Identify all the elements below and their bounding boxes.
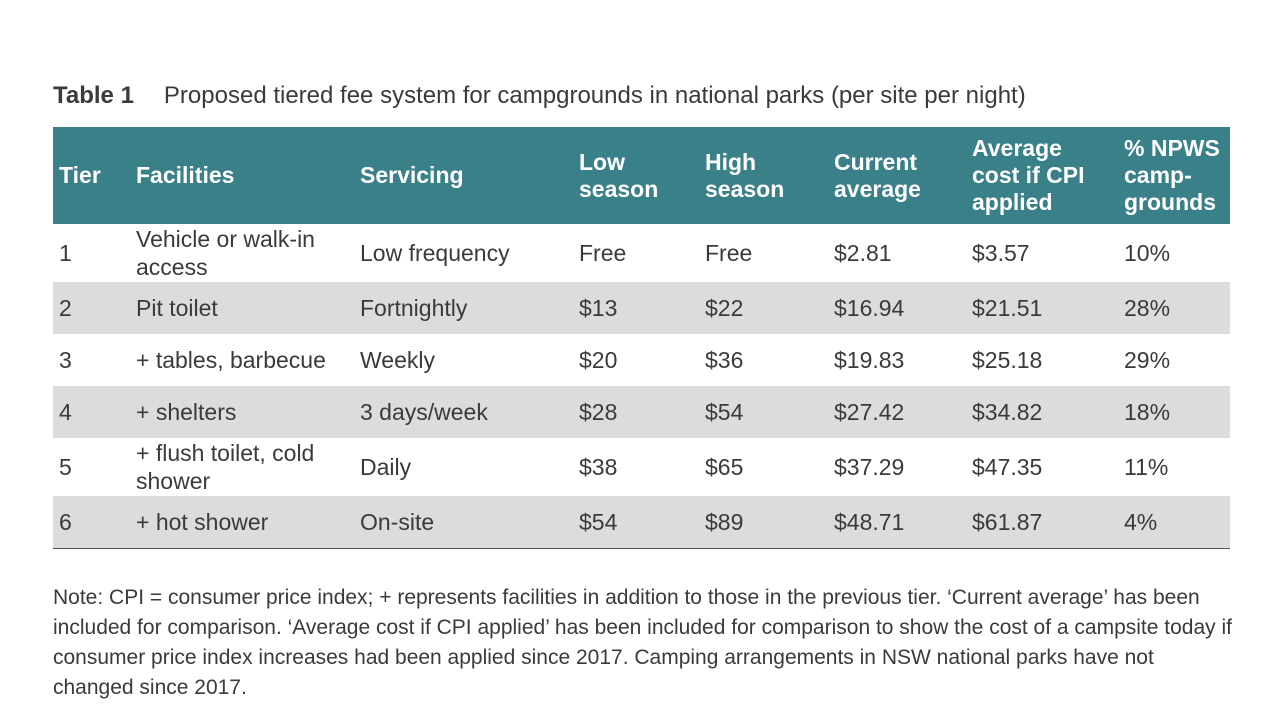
cell-facilities: + tables, barbecue [136, 347, 326, 373]
header-servicing: Servicing [354, 127, 573, 224]
cell-high-season: Free [705, 240, 753, 266]
cell-percent-npws: 18% [1118, 386, 1230, 438]
table-row: 2 Pit toilet Fortnightly $13 $22 $16.94 … [53, 282, 1230, 334]
cell-facilities: Vehicle or walk-in access [136, 226, 315, 280]
cell-high-season: $65 [705, 454, 744, 480]
cell-percent-npws: 28% [1118, 282, 1230, 334]
cell-percent-npws: 11% [1124, 454, 1169, 480]
table-title: Proposed tiered fee system for campgroun… [163, 82, 1026, 109]
cell-low-season: $13 [573, 282, 699, 334]
cell-low-season: $38 [579, 454, 618, 480]
table-note: Note: CPI = consumer price index; + repr… [53, 586, 1232, 699]
cell-percent-npws: 10% [1124, 240, 1171, 266]
cell-current-average: $27.42 [828, 386, 966, 438]
cell-tier: 6 [53, 496, 130, 549]
header-facilities: Facilities [130, 127, 354, 224]
table-row: 4 + shelters 3 days/week $28 $54 $27.42 … [53, 386, 1230, 438]
header-tier: Tier [53, 127, 130, 224]
cell-low-season: Free [579, 240, 627, 266]
cell-current-average: $16.94 [828, 282, 966, 334]
cell-facilities: Pit toilet [130, 282, 354, 334]
fee-table: Tier Facilities Servicing Low season Hig… [53, 127, 1230, 549]
cell-current-average: $2.81 [834, 240, 892, 266]
cell-high-season: $22 [699, 282, 828, 334]
cell-facilities: + flush toilet, cold shower [136, 440, 315, 494]
cell-average-cost-cpi: $47.35 [972, 454, 1043, 480]
cell-facilities: + hot shower [130, 496, 354, 549]
cell-average-cost-cpi: $21.51 [966, 282, 1118, 334]
cell-percent-npws: 29% [1124, 347, 1171, 373]
cell-average-cost-cpi: $61.87 [966, 496, 1118, 549]
cell-high-season: $54 [699, 386, 828, 438]
cell-tier: 4 [53, 386, 130, 438]
header-row: Tier Facilities Servicing Low season Hig… [53, 127, 1230, 224]
cell-high-season: $36 [705, 347, 744, 373]
cell-tier: 5 [59, 454, 72, 480]
cell-servicing: 3 days/week [354, 386, 573, 438]
cell-tier: 3 [59, 347, 72, 373]
cell-low-season: $20 [579, 347, 618, 373]
table-row: 5 + flush toilet, cold shower Daily $38 … [53, 438, 1230, 496]
cell-low-season: $28 [573, 386, 699, 438]
header-current-average: Current average [828, 127, 966, 224]
table-row: 6 + hot shower On-site $54 $89 $48.71 $6… [53, 496, 1230, 549]
cell-current-average: $48.71 [828, 496, 966, 549]
cell-average-cost-cpi: $25.18 [972, 347, 1043, 373]
cell-low-season: $54 [573, 496, 699, 549]
header-low-season: Low season [573, 127, 699, 224]
header-high-season: High season [699, 127, 828, 224]
table-row: 1 Vehicle or walk-in access Low frequenc… [53, 224, 1230, 282]
cell-servicing: On-site [354, 496, 573, 549]
header-average-cost-cpi: Average cost if CPI applied [966, 127, 1118, 224]
cell-current-average: $19.83 [834, 347, 905, 373]
cell-tier: 2 [53, 282, 130, 334]
cell-tier: 1 [59, 240, 72, 266]
header-percent-npws: % NPWS camp-grounds [1118, 127, 1230, 224]
table-row: 3 + tables, barbecue Weekly $20 $36 $19.… [53, 334, 1230, 386]
table-label: Table 1 [53, 82, 134, 109]
cell-servicing: Low frequency [360, 240, 510, 266]
cell-servicing: Weekly [360, 347, 435, 373]
cell-current-average: $37.29 [834, 454, 905, 480]
cell-servicing: Daily [360, 454, 412, 480]
cell-facilities: + shelters [130, 386, 354, 438]
cell-average-cost-cpi: $3.57 [972, 240, 1030, 266]
cell-servicing: Fortnightly [354, 282, 573, 334]
cell-percent-npws: 4% [1118, 496, 1230, 549]
cell-average-cost-cpi: $34.82 [966, 386, 1118, 438]
cell-high-season: $89 [699, 496, 828, 549]
table-caption: Table 1 Proposed tiered fee system for ca… [53, 82, 1026, 110]
